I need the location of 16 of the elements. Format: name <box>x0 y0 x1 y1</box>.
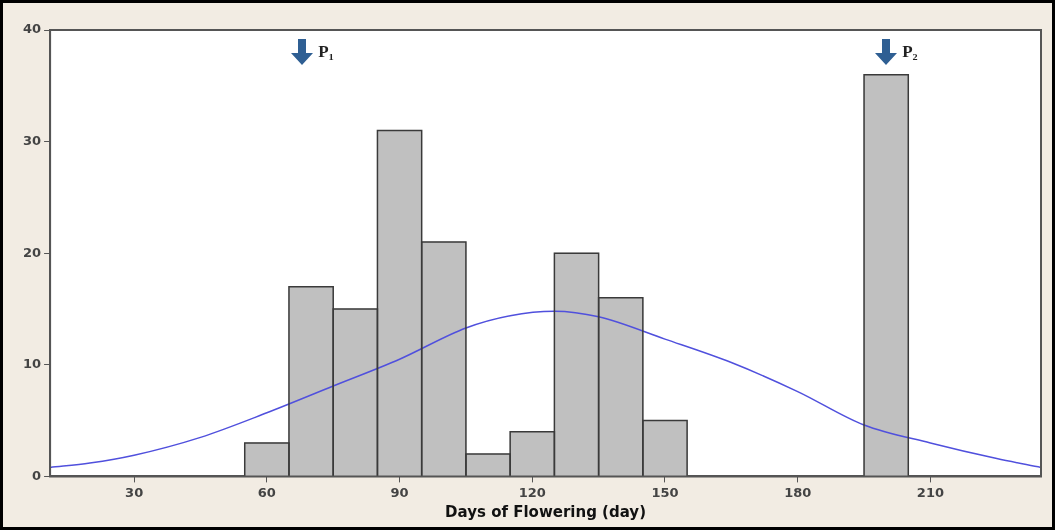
x-tick-label: 90 <box>390 484 409 500</box>
x-tick-label: 210 <box>916 484 944 500</box>
y-tick-label: 10 <box>23 356 42 372</box>
line-series <box>50 310 1041 469</box>
x-tick-label: 120 <box>518 484 546 500</box>
annotation: P₁ <box>318 41 334 61</box>
x-axis-title: Days of Flowering (day) <box>445 502 646 521</box>
x-tick-label: 60 <box>257 484 276 500</box>
x-tick-label: 150 <box>651 484 679 500</box>
y-tick-label: 0 <box>32 467 42 483</box>
x-tick-label: 180 <box>784 484 812 500</box>
x-tick-label: 30 <box>125 484 144 500</box>
annotation: P₂ <box>902 41 918 61</box>
y-tick-label: 40 <box>23 21 42 37</box>
y-tick-label: 30 <box>23 132 42 148</box>
y-tick-label: 20 <box>23 244 42 260</box>
